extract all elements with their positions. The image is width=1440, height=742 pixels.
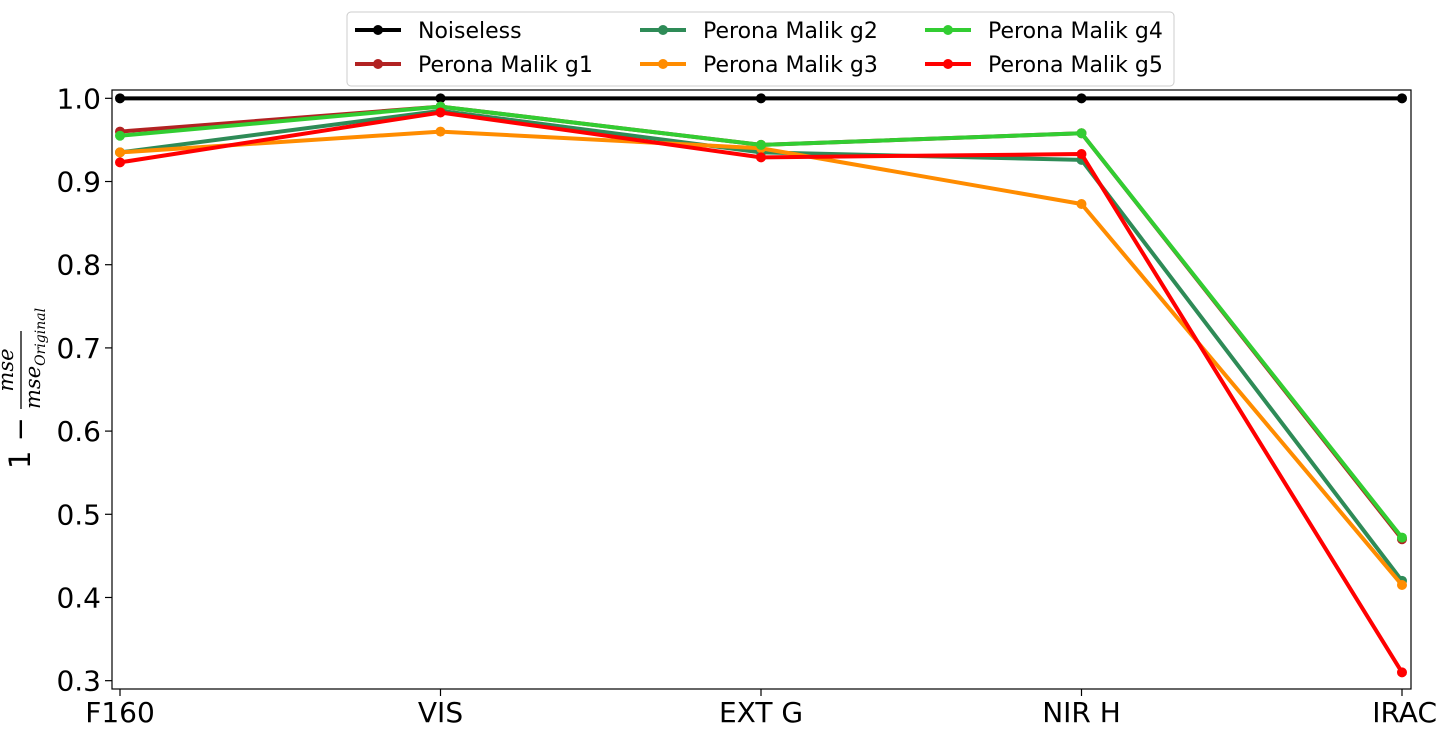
data-point [1397, 532, 1407, 543]
y-tick-label: 0.3 [56, 665, 101, 698]
legend-label: Perona Malik g5 [988, 53, 1163, 78]
legend-label: Perona Malik g2 [703, 19, 878, 44]
data-point [1397, 667, 1407, 678]
data-point [756, 152, 766, 163]
y-label-numerator: mse [0, 348, 18, 391]
data-point [1076, 149, 1087, 160]
x-tick-label: VIS [418, 696, 463, 729]
y-label-prefix: 1 − [3, 417, 37, 469]
data-point [435, 107, 446, 118]
data-point [115, 93, 125, 104]
x-tick-label: NIR H [1042, 696, 1121, 729]
series-noiseless [115, 93, 1407, 104]
series-perona-malik-g5 [115, 107, 1407, 678]
legend-swatch-marker [658, 25, 668, 35]
legend-item: Perona Malik g4 [925, 19, 1163, 44]
legend-item: Perona Malik g2 [640, 19, 878, 44]
series-perona-malik-g4 [115, 101, 1407, 543]
data-point [115, 147, 125, 158]
legend-swatch-marker [373, 25, 383, 35]
legend: Noiseless Perona Malik g1 Perona Malik g2 P… [346, 11, 1175, 87]
legend-item: Perona Malik g1 [355, 53, 593, 78]
series-layer [115, 93, 1407, 678]
legend-label: Perona Malik g4 [988, 19, 1163, 44]
data-point [1076, 128, 1087, 139]
legend-swatch-marker [658, 59, 668, 69]
data-point [756, 139, 766, 150]
legend-item: Noiseless [355, 19, 522, 44]
y-label-subscript: Original [33, 308, 49, 366]
x-tick-label: EXT G [719, 696, 803, 729]
legend-item: Perona Malik g5 [925, 53, 1163, 78]
y-tick-label: 1.0 [56, 82, 101, 115]
legend-label: Perona Malik g3 [703, 53, 878, 78]
legend-item: Perona Malik g3 [640, 53, 878, 78]
y-axis-label: 1 − mse mseOriginal [0, 308, 49, 469]
x-axis: F160 VIS EXT G NIR H IRAC [85, 689, 1437, 729]
y-axis: 0.3 0.4 0.5 0.6 0.7 0.8 0.9 1.0 [56, 82, 112, 698]
y-tick-label: 0.8 [56, 249, 101, 282]
x-tick-label: IRAC [1372, 696, 1437, 729]
legend-swatch-marker [373, 59, 383, 69]
data-point [1076, 198, 1087, 209]
data-point [435, 126, 446, 137]
y-tick-label: 0.5 [56, 498, 101, 531]
legend-swatch-marker [943, 59, 953, 69]
y-tick-label: 0.6 [56, 415, 101, 448]
x-tick-label: F160 [85, 696, 155, 729]
legend-swatch-marker [943, 25, 953, 35]
data-point [1397, 580, 1407, 591]
data-point [1076, 93, 1087, 104]
data-point [1397, 93, 1407, 104]
data-point [115, 157, 125, 168]
y-label-denominator-base: mse [21, 366, 45, 409]
legend-label: Noiseless [418, 19, 522, 44]
data-point [115, 130, 125, 141]
y-tick-label: 0.4 [56, 581, 101, 614]
data-point [756, 93, 766, 104]
data-point [435, 93, 446, 104]
y-tick-label: 0.9 [56, 166, 101, 199]
y-tick-label: 0.7 [56, 332, 101, 365]
y-label-denominator: mseOriginal [21, 308, 49, 409]
legend-label: Perona Malik g1 [418, 53, 593, 78]
